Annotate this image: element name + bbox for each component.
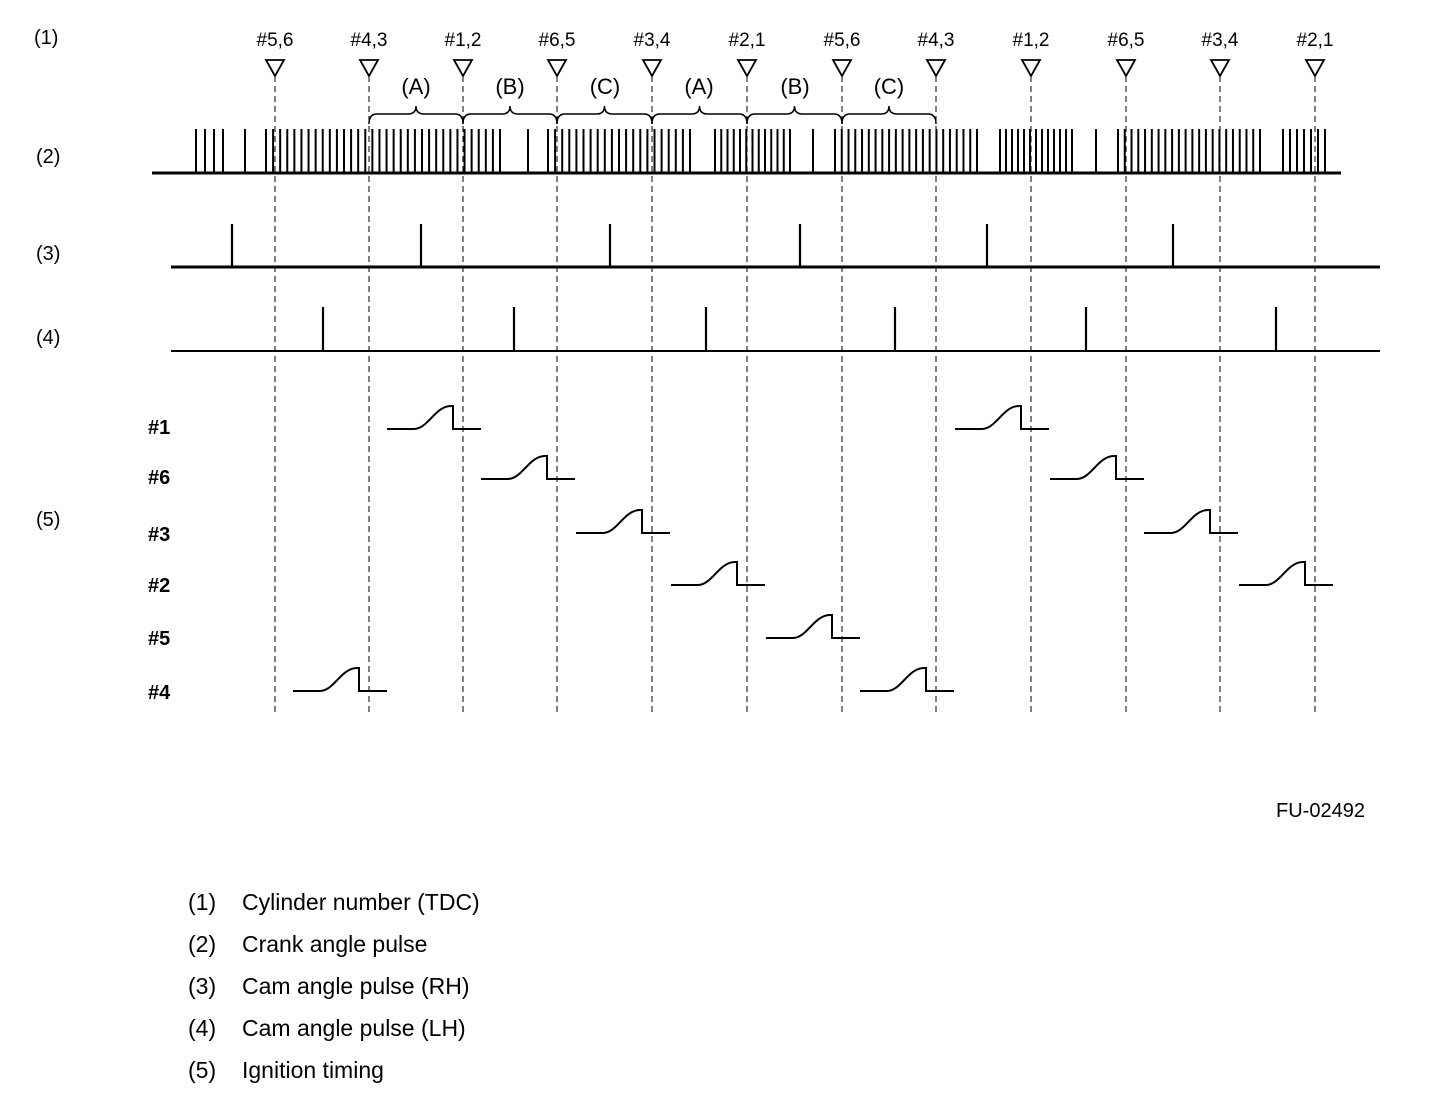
cylinder-label: #1 [148, 417, 170, 439]
tdc-marker-icon [358, 59, 380, 78]
ignition-pulse [576, 509, 670, 534]
segment-label: (C) [874, 74, 905, 99]
tdc-marker-icon [641, 59, 663, 78]
row-label-3: (3) [36, 243, 60, 265]
cylinder-label: #4 [148, 682, 171, 704]
tdc-marker-icon [736, 59, 758, 78]
ignition-pulse [955, 405, 1049, 430]
tdc-marker-icon [1304, 59, 1326, 78]
segment-labels: (A) (B) (C) (A) (B) (C) [401, 74, 904, 99]
tdc-label: #1,2 [1013, 30, 1050, 51]
ignition-pulse [766, 614, 860, 639]
ignition-waveforms [293, 405, 1333, 692]
row-label-1: (1) [34, 27, 58, 49]
segment-brace [841, 105, 937, 125]
cam-pulses-lh [321, 307, 1278, 351]
legend-number: (2) [188, 931, 217, 957]
tdc-label: #6,5 [539, 30, 576, 51]
segment-brace [462, 105, 558, 125]
segment-label: (B) [495, 74, 524, 99]
tdc-guide-lines [274, 76, 1316, 715]
ignition-cylinder-labels: #1 #6 #3 #2 #5 #4 [148, 417, 171, 704]
legend-text: Ignition timing [242, 1057, 384, 1083]
tdc-marker-icon [1115, 59, 1137, 78]
segment-brace [368, 105, 464, 125]
tdc-label: #6,5 [1108, 30, 1145, 51]
segment-brace [556, 105, 653, 125]
tdc-marker-icon [831, 59, 853, 78]
tdc-markers [264, 59, 1326, 78]
segment-brace [651, 105, 748, 125]
tdc-marker-icon [1209, 59, 1231, 78]
cam-pulses-rh [230, 224, 1175, 267]
tdc-label: #2,1 [1297, 30, 1334, 51]
segment-label: (B) [780, 74, 809, 99]
row-label-5: (5) [36, 509, 60, 531]
legend-number: (4) [188, 1015, 217, 1041]
tdc-label: #5,6 [257, 30, 294, 51]
cylinder-label: #3 [148, 524, 170, 546]
tdc-label: #5,6 [824, 30, 861, 51]
tdc-label: #3,4 [634, 30, 671, 51]
row-label-2: (2) [36, 146, 60, 168]
signal-baselines [152, 171, 1380, 352]
tdc-label: #4,3 [351, 30, 388, 51]
tdc-marker-icon [925, 59, 947, 78]
segment-label: (A) [401, 74, 430, 99]
tdc-marker-icon [546, 59, 568, 78]
tdc-marker-icon [1020, 59, 1042, 78]
legend-item: (3) Cam angle pulse (RH) [188, 968, 480, 1010]
tdc-label: #1,2 [445, 30, 482, 51]
legend-text: Cam angle pulse (RH) [242, 973, 470, 999]
cylinder-label: #2 [148, 575, 170, 597]
tdc-marker-icon [264, 59, 286, 78]
segment-braces [368, 105, 937, 125]
legend: (1) Cylinder number (TDC) (2) Crank angle … [188, 884, 480, 1094]
tdc-label: #3,4 [1202, 30, 1239, 51]
legend-number: (1) [188, 889, 217, 915]
legend-item: (5) Ignition timing [188, 1052, 480, 1094]
legend-item: (2) Crank angle pulse [188, 926, 480, 968]
tdc-labels: #5,6 #4,3 #1,2 #6,5 #3,4 #2,1 #5,6 #4,3 … [257, 30, 1334, 51]
ignition-pulse [481, 455, 575, 480]
segment-label: (A) [684, 74, 713, 99]
crank-angle-pulses [195, 129, 1326, 173]
ignition-timing-diagram: (1) (2) (3) (4) (5) #5,6 #4,3 #1,2 #6,5 … [34, 27, 1380, 822]
ignition-pulse [671, 561, 765, 586]
figure-id: FU-02492 [1276, 800, 1365, 822]
ignition-pulse [387, 405, 481, 430]
ignition-pulse [1144, 509, 1238, 534]
row-label-4: (4) [36, 327, 60, 349]
legend-number: (3) [188, 973, 217, 999]
legend-item: (4) Cam angle pulse (LH) [188, 1010, 480, 1052]
ignition-pulse [860, 667, 954, 692]
legend-text: Cam angle pulse (LH) [242, 1015, 466, 1041]
cylinder-label: #6 [148, 467, 170, 489]
ignition-pulse [293, 667, 387, 692]
ignition-pulse [1239, 561, 1333, 586]
segment-label: (C) [590, 74, 621, 99]
tdc-marker-icon [452, 59, 474, 78]
legend-text: Cylinder number (TDC) [242, 889, 480, 915]
legend-number: (5) [188, 1057, 217, 1083]
ignition-pulse [1050, 455, 1144, 480]
legend-text: Crank angle pulse [242, 931, 428, 957]
tdc-label: #4,3 [918, 30, 955, 51]
tdc-label: #2,1 [729, 30, 766, 51]
legend-item: (1) Cylinder number (TDC) [188, 884, 480, 926]
segment-brace [746, 105, 843, 125]
cylinder-label: #5 [148, 628, 170, 650]
